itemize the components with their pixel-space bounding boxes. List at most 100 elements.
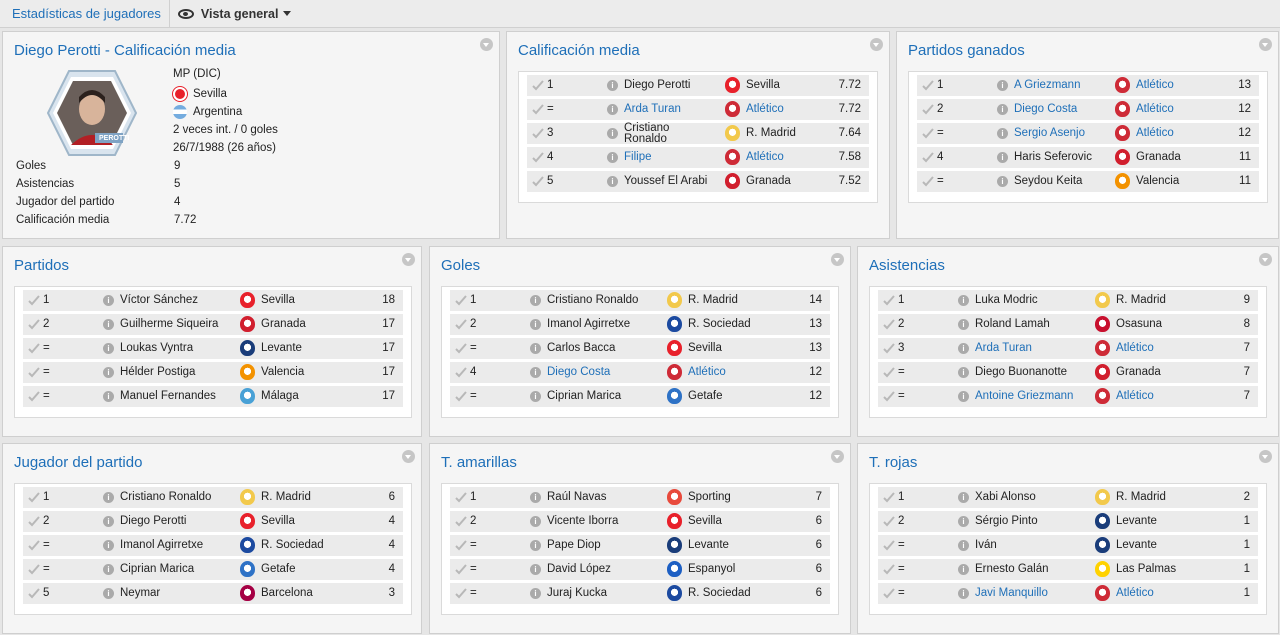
player-nation[interactable]: Argentina [173,105,242,119]
info-icon[interactable]: i [530,516,541,527]
ranking-row[interactable]: = i Antoine Griezmann Atlético 7 [878,386,1258,407]
club-name[interactable]: Atlético [1136,127,1174,139]
ranking-row[interactable]: 5 i Neymar Barcelona 3 [23,583,403,604]
player-name[interactable]: Antoine Griezmann [975,390,1074,402]
info-icon[interactable]: i [997,104,1008,115]
ranking-row[interactable]: 1 i A Griezmann Atlético 13 [917,75,1259,96]
info-icon[interactable]: i [103,391,114,402]
panel-menu-button[interactable] [402,450,415,463]
view-dropdown[interactable]: Vista general [170,7,292,21]
panel-menu-button[interactable] [870,38,883,51]
club-name[interactable]: Atlético [1116,390,1154,402]
ranking-row[interactable]: 4 i Filipe Atlético 7.58 [527,147,869,168]
panel-menu-button[interactable] [402,253,415,266]
ranking-row[interactable]: = i Pape Diop Levante 6 [450,535,830,556]
club-name[interactable]: Atlético [746,151,784,163]
player-name[interactable]: Diego Costa [1014,103,1078,115]
ranking-row[interactable]: = i Carlos Bacca Sevilla 13 [450,338,830,359]
ranking-row[interactable]: = i Imanol Agirretxe R. Sociedad 4 [23,535,403,556]
player-name[interactable]: Sergio Asenjo [1014,127,1085,139]
club-name[interactable]: Atlético [1136,103,1174,115]
info-icon[interactable]: i [530,492,541,503]
panel-menu-button[interactable] [1259,38,1272,51]
info-icon[interactable]: i [103,367,114,378]
player-club[interactable]: Sevilla [173,87,227,101]
info-icon[interactable]: i [958,391,969,402]
info-icon[interactable]: i [530,367,541,378]
info-icon[interactable]: i [103,540,114,551]
info-icon[interactable]: i [103,588,114,599]
ranking-row[interactable]: = i Juraj Kucka R. Sociedad 6 [450,583,830,604]
ranking-row[interactable]: 1 i Diego Perotti Sevilla 7.72 [527,75,869,96]
panel-menu-button[interactable] [1259,450,1272,463]
club-name[interactable]: Atlético [1116,342,1154,354]
info-icon[interactable]: i [607,176,618,187]
ranking-row[interactable]: 2 i Imanol Agirretxe R. Sociedad 13 [450,314,830,335]
ranking-row[interactable]: 2 i Sérgio Pinto Levante 1 [878,511,1258,532]
info-icon[interactable]: i [958,588,969,599]
ranking-row[interactable]: = i Diego Buonanotte Granada 7 [878,362,1258,383]
ranking-row[interactable]: = i Ciprian Marica Getafe 4 [23,559,403,580]
ranking-row[interactable]: = i Ciprian Marica Getafe 12 [450,386,830,407]
info-icon[interactable]: i [530,540,541,551]
info-icon[interactable]: i [607,128,618,139]
info-icon[interactable]: i [997,80,1008,91]
info-icon[interactable]: i [958,516,969,527]
ranking-row[interactable]: = i Seydou Keita Valencia 11 [917,171,1259,192]
ranking-row[interactable]: = i Loukas Vyntra Levante 17 [23,338,403,359]
ranking-row[interactable]: 2 i Diego Costa Atlético 12 [917,99,1259,120]
info-icon[interactable]: i [103,343,114,354]
ranking-row[interactable]: 5 i Youssef El Arabi Granada 7.52 [527,171,869,192]
ranking-row[interactable]: = i Sergio Asenjo Atlético 12 [917,123,1259,144]
info-icon[interactable]: i [958,492,969,503]
info-icon[interactable]: i [958,564,969,575]
player-name[interactable]: Arda Turan [624,103,681,115]
info-icon[interactable]: i [103,319,114,330]
page-title[interactable]: Estadísticas de jugadores [0,0,170,28]
player-name[interactable]: A Griezmann [1014,79,1081,91]
info-icon[interactable]: i [997,176,1008,187]
ranking-row[interactable]: 2 i Roland Lamah Osasuna 8 [878,314,1258,335]
ranking-row[interactable]: 2 i Diego Perotti Sevilla 4 [23,511,403,532]
ranking-row[interactable]: 1 i Raúl Navas Sporting 7 [450,487,830,508]
club-name[interactable]: Atlético [746,103,784,115]
panel-menu-button[interactable] [831,450,844,463]
ranking-row[interactable]: 4 i Haris Seferovic Granada 11 [917,147,1259,168]
info-icon[interactable]: i [958,295,969,306]
panel-menu-button[interactable] [1259,253,1272,266]
ranking-row[interactable]: = i Arda Turan Atlético 7.72 [527,99,869,120]
ranking-row[interactable]: 2 i Guilherme Siqueira Granada 17 [23,314,403,335]
info-icon[interactable]: i [530,588,541,599]
player-name[interactable]: Diego Costa [547,366,611,378]
info-icon[interactable]: i [530,343,541,354]
info-icon[interactable]: i [997,152,1008,163]
panel-menu-button[interactable] [831,253,844,266]
info-icon[interactable]: i [530,295,541,306]
ranking-row[interactable]: = i Javi Manquillo Atlético 1 [878,583,1258,604]
ranking-row[interactable]: = i Ernesto Galán Las Palmas 1 [878,559,1258,580]
player-name[interactable]: Arda Turan [975,342,1032,354]
ranking-row[interactable]: 1 i Cristiano Ronaldo R. Madrid 6 [23,487,403,508]
ranking-row[interactable]: 1 i Cristiano Ronaldo R. Madrid 14 [450,290,830,311]
club-name[interactable]: Atlético [688,366,726,378]
info-icon[interactable]: i [958,540,969,551]
info-icon[interactable]: i [958,343,969,354]
ranking-row[interactable]: 3 i Arda Turan Atlético 7 [878,338,1258,359]
ranking-row[interactable]: = i David López Espanyol 6 [450,559,830,580]
club-name[interactable]: Atlético [1136,79,1174,91]
info-icon[interactable]: i [607,152,618,163]
info-icon[interactable]: i [530,391,541,402]
info-icon[interactable]: i [958,319,969,330]
info-icon[interactable]: i [958,367,969,378]
player-name[interactable]: Filipe [624,151,652,163]
info-icon[interactable]: i [103,516,114,527]
club-name[interactable]: Atlético [1116,587,1154,599]
ranking-row[interactable]: 2 i Vicente Iborra Sevilla 6 [450,511,830,532]
info-icon[interactable]: i [103,492,114,503]
info-icon[interactable]: i [530,319,541,330]
ranking-row[interactable]: 4 i Diego Costa Atlético 12 [450,362,830,383]
ranking-row[interactable]: = i Iván Levante 1 [878,535,1258,556]
info-icon[interactable]: i [607,104,618,115]
info-icon[interactable]: i [103,564,114,575]
player-name[interactable]: Javi Manquillo [975,587,1048,599]
